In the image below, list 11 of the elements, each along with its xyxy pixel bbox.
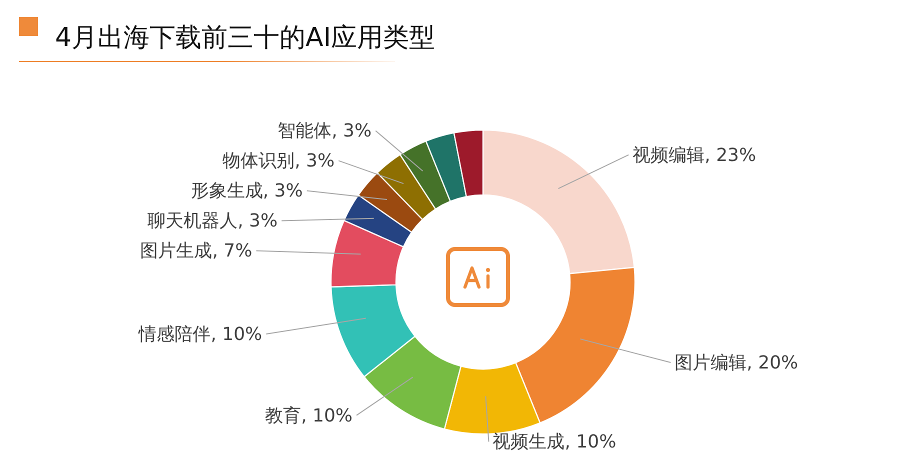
- slice-label: 聊天机器人, 3%: [148, 210, 278, 232]
- slice-label: 视频生成, 10%: [492, 431, 616, 452]
- slice-label: 形象生成, 3%: [190, 180, 303, 202]
- slice-label: 图片生成, 7%: [140, 240, 252, 262]
- slice-label: 情感陪伴, 10%: [138, 323, 262, 344]
- slice-label: 智能体, 3%: [278, 120, 372, 142]
- slice-label: 教育, 10%: [265, 404, 353, 426]
- slice-label: 物体识别, 3%: [222, 150, 335, 172]
- slice-label: 视频编辑, 23%: [632, 144, 756, 166]
- chart-title: 4月出海下载前三十的AI应用类型: [55, 22, 435, 55]
- slice-label: 图片编辑, 20%: [674, 352, 798, 374]
